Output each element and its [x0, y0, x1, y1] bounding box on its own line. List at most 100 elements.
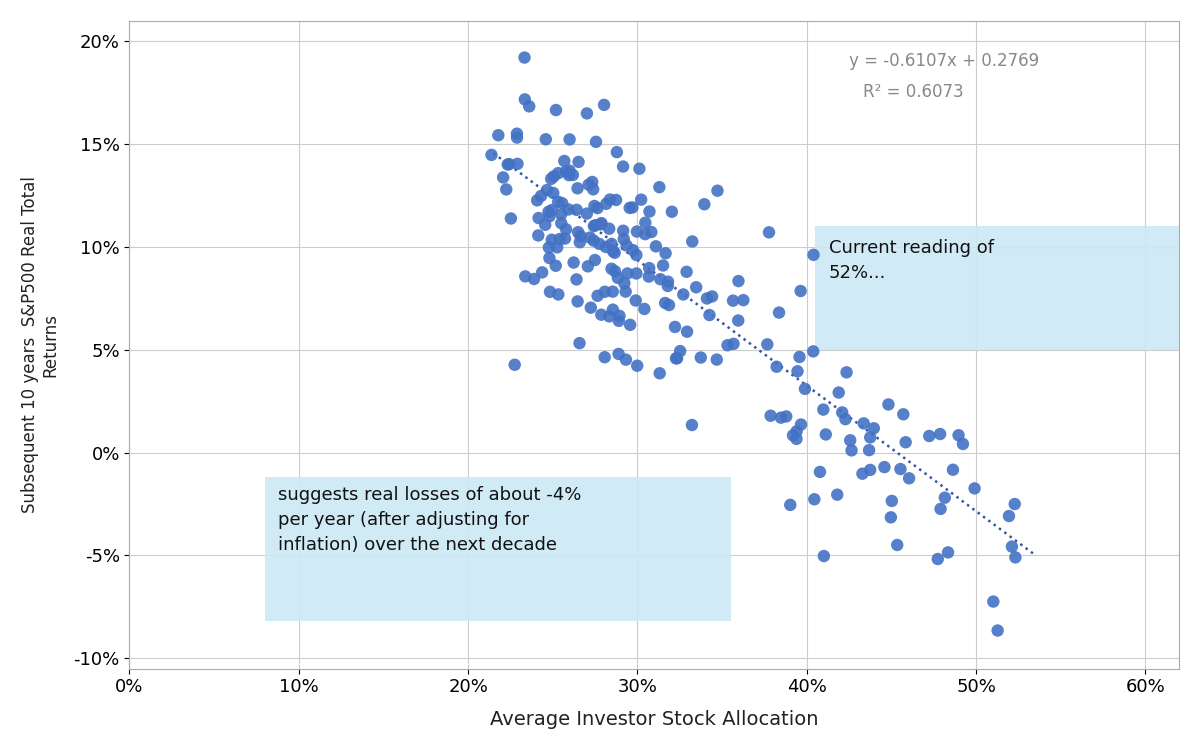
- Point: [584, 235, 604, 247]
- Point: [546, 104, 565, 116]
- Point: [508, 128, 527, 140]
- Point: [683, 419, 702, 431]
- Point: [943, 464, 962, 476]
- Point: [938, 547, 958, 559]
- Point: [804, 346, 823, 358]
- Point: [568, 182, 587, 194]
- Point: [540, 210, 559, 222]
- Point: [548, 196, 568, 208]
- Point: [624, 244, 643, 256]
- Point: [559, 203, 578, 215]
- Point: [602, 238, 622, 250]
- Point: [882, 495, 901, 507]
- Point: [654, 260, 673, 272]
- Point: [540, 252, 559, 264]
- Point: [636, 228, 655, 240]
- Point: [596, 198, 616, 210]
- Point: [493, 172, 512, 184]
- Point: [888, 539, 907, 551]
- Point: [533, 266, 552, 278]
- Point: [1000, 510, 1019, 522]
- Point: [499, 158, 518, 170]
- Point: [930, 428, 949, 440]
- Point: [539, 242, 558, 254]
- Point: [860, 464, 880, 476]
- Point: [508, 158, 527, 170]
- Point: [540, 286, 559, 298]
- Point: [617, 354, 636, 366]
- Point: [816, 428, 835, 440]
- Point: [828, 489, 847, 501]
- Point: [594, 99, 613, 111]
- Point: [640, 271, 659, 283]
- Point: [508, 131, 527, 143]
- Point: [935, 492, 954, 504]
- Point: [659, 299, 678, 311]
- Point: [781, 499, 800, 511]
- Point: [815, 550, 834, 562]
- Point: [787, 425, 806, 437]
- Point: [896, 436, 916, 448]
- Point: [691, 352, 710, 364]
- Point: [613, 225, 632, 237]
- Point: [588, 290, 607, 302]
- Point: [790, 351, 809, 363]
- Point: [488, 129, 508, 141]
- Point: [650, 368, 670, 380]
- Point: [784, 429, 803, 441]
- Point: [482, 149, 502, 161]
- Point: [602, 262, 622, 274]
- Point: [556, 232, 575, 244]
- Point: [581, 302, 600, 313]
- Point: [592, 309, 611, 321]
- Point: [613, 160, 632, 172]
- Point: [581, 232, 600, 244]
- Point: [708, 184, 727, 196]
- Point: [724, 338, 743, 350]
- Point: [580, 178, 599, 190]
- Point: [528, 194, 547, 206]
- Point: [532, 190, 551, 202]
- Point: [617, 239, 636, 251]
- Point: [628, 226, 647, 238]
- Point: [875, 461, 894, 473]
- Point: [520, 100, 539, 112]
- Point: [733, 294, 752, 306]
- Point: [568, 204, 587, 216]
- Point: [564, 256, 583, 268]
- Bar: [815, 226, 1180, 350]
- Point: [610, 315, 629, 327]
- Point: [878, 398, 898, 410]
- Point: [604, 304, 623, 316]
- Point: [560, 164, 580, 176]
- Point: [592, 217, 611, 229]
- Point: [498, 158, 517, 170]
- Point: [860, 431, 880, 443]
- Point: [757, 338, 776, 350]
- Point: [931, 503, 950, 515]
- Point: [702, 290, 721, 302]
- Point: [671, 345, 690, 357]
- Point: [620, 202, 640, 214]
- Point: [614, 233, 634, 245]
- Point: [539, 206, 558, 218]
- Point: [552, 209, 571, 220]
- Point: [814, 404, 833, 416]
- Point: [546, 260, 565, 272]
- Point: [578, 260, 598, 272]
- Point: [760, 226, 779, 238]
- Point: [529, 230, 548, 242]
- Point: [589, 238, 608, 250]
- Point: [791, 285, 810, 297]
- Point: [538, 184, 557, 196]
- Point: [678, 326, 697, 338]
- Point: [667, 352, 686, 364]
- Point: [665, 321, 684, 333]
- Point: [571, 230, 590, 242]
- Point: [600, 223, 619, 235]
- Point: [919, 430, 938, 442]
- Point: [604, 286, 623, 298]
- Point: [647, 240, 666, 252]
- Point: [640, 262, 659, 274]
- Text: Current reading of
52%...: Current reading of 52%...: [829, 238, 994, 282]
